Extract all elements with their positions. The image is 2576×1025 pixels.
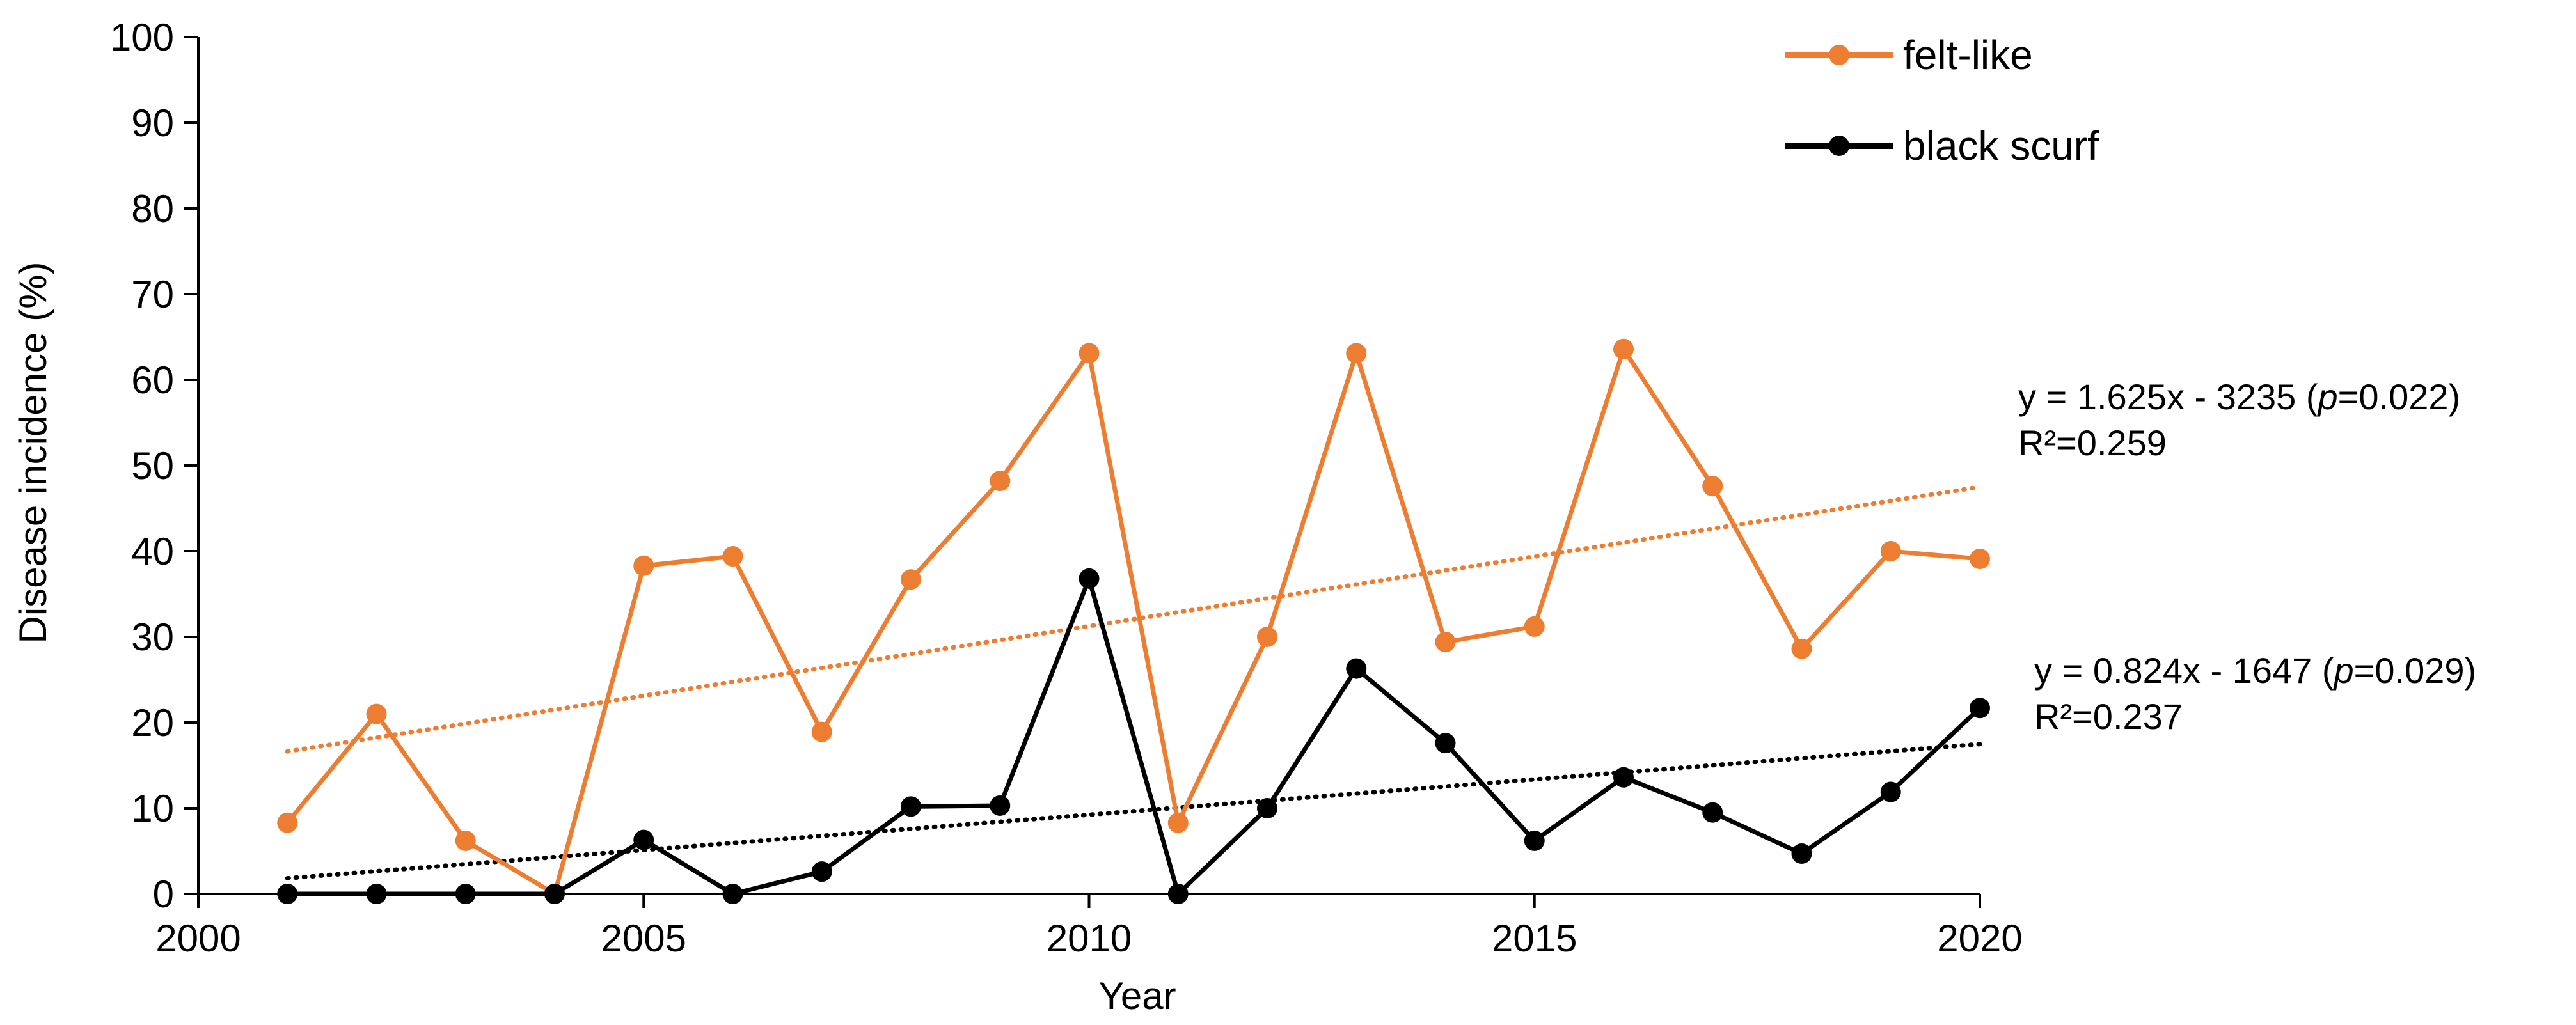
point-black-scurf-2012 [1257, 798, 1277, 818]
point-black-scurf-2011 [1167, 884, 1189, 904]
point-felt-like-2005 [633, 555, 654, 576]
point-felt-like-2009 [990, 471, 1011, 492]
legend-item-felt-like: felt-like [1785, 32, 2033, 78]
point-felt-like-2018 [1791, 638, 1812, 659]
point-felt-like-2014 [1435, 632, 1456, 653]
y-tick-label-20: 20 [131, 701, 174, 744]
point-black-scurf-2001 [277, 884, 298, 904]
point-black-scurf-2002 [366, 884, 387, 904]
point-black-scurf-2013 [1346, 658, 1367, 679]
series-felt-like [277, 338, 1990, 904]
legend-label-black-scurf: black scurf [1903, 123, 2099, 169]
x-tick-label-2020: 2020 [1937, 917, 2022, 960]
point-felt-like-2008 [901, 569, 921, 590]
point-felt-like-2007 [811, 721, 832, 742]
point-felt-like-2015 [1524, 616, 1545, 637]
point-felt-like-2019 [1880, 541, 1901, 561]
trend-line-felt-like [285, 485, 1982, 754]
point-black-scurf-2017 [1702, 802, 1723, 823]
point-black-scurf-2018 [1791, 843, 1812, 865]
y-tick-label-10: 10 [131, 787, 174, 830]
legend-marker-felt-like [1829, 45, 1849, 65]
trend-r2-felt-like: R²=0.259 [2018, 423, 2167, 463]
point-felt-like-2002 [366, 703, 387, 724]
point-black-scurf-2006 [722, 884, 743, 904]
trend-annotation-black-scurf: y = 0.824x - 1647 (p=0.029) R²=0.237 [2034, 650, 2476, 737]
legend: felt-like black scurf [1785, 32, 2099, 169]
x-tick-label-2010: 2010 [1047, 917, 1132, 960]
y-tick-label-100: 100 [110, 16, 174, 59]
series-black-scurf [277, 568, 1990, 904]
point-felt-like-2013 [1346, 343, 1367, 364]
x-axis-title: Year [1098, 974, 1176, 1017]
y-tick-label-0: 0 [153, 873, 174, 916]
point-black-scurf-2010 [1079, 568, 1100, 589]
series-line-black-scurf [287, 576, 1982, 896]
trend-equation-felt-like: y = 1.625x - 3235 (p=0.022) [2018, 377, 2460, 417]
y-tick-label-80: 80 [131, 187, 174, 230]
point-felt-like-2012 [1257, 627, 1277, 647]
y-tick-label-90: 90 [131, 102, 174, 145]
y-tick-label-40: 40 [131, 530, 174, 573]
point-black-scurf-2009 [990, 795, 1011, 816]
point-black-scurf-2007 [811, 861, 832, 882]
trend-line-black-scurf [285, 742, 1982, 881]
y-tick-label-50: 50 [131, 444, 174, 487]
y-tick-label-60: 60 [131, 359, 174, 402]
x-tick-label-2005: 2005 [601, 917, 686, 960]
y-tick-label-70: 70 [131, 273, 174, 316]
point-black-scurf-2008 [901, 796, 921, 817]
x-tick-label-2000: 2000 [155, 917, 241, 960]
y-tick-label-30: 30 [131, 616, 174, 659]
point-felt-like-2020 [1970, 549, 1990, 570]
series-group [277, 338, 1990, 904]
legend-marker-black-scurf [1829, 136, 1849, 156]
point-black-scurf-2003 [455, 884, 476, 904]
point-felt-like-2003 [455, 830, 476, 851]
trend-equation-black-scurf: y = 0.824x - 1647 (p=0.029) [2034, 650, 2476, 691]
y-axis-title: Disease incidence (%) [12, 262, 54, 644]
point-black-scurf-2004 [544, 884, 565, 904]
point-black-scurf-2016 [1613, 767, 1634, 788]
point-felt-like-2011 [1167, 812, 1189, 833]
point-felt-like-2001 [277, 812, 298, 833]
trend-lines [285, 485, 1982, 881]
trend-annotation-felt-like: y = 1.625x - 3235 (p=0.022) R²=0.259 [2018, 377, 2460, 463]
point-black-scurf-2020 [1970, 698, 1990, 719]
point-black-scurf-2005 [633, 829, 654, 850]
trend-r2-black-scurf: R²=0.237 [2034, 696, 2183, 737]
point-felt-like-2016 [1613, 338, 1634, 359]
point-black-scurf-2014 [1435, 733, 1456, 754]
x-tick-label-2015: 2015 [1492, 917, 1577, 960]
point-felt-like-2010 [1079, 343, 1100, 364]
series-line-felt-like [285, 347, 1980, 896]
legend-item-black-scurf: black scurf [1785, 123, 2099, 169]
point-black-scurf-2019 [1880, 781, 1901, 802]
legend-label-felt-like: felt-like [1903, 32, 2033, 78]
point-felt-like-2006 [722, 546, 743, 567]
axes: 0 10 20 30 40 50 60 70 80 90 100 2000 2005 2010 2015 20… [110, 16, 2023, 960]
point-black-scurf-2015 [1524, 830, 1545, 851]
point-felt-like-2017 [1702, 476, 1723, 497]
